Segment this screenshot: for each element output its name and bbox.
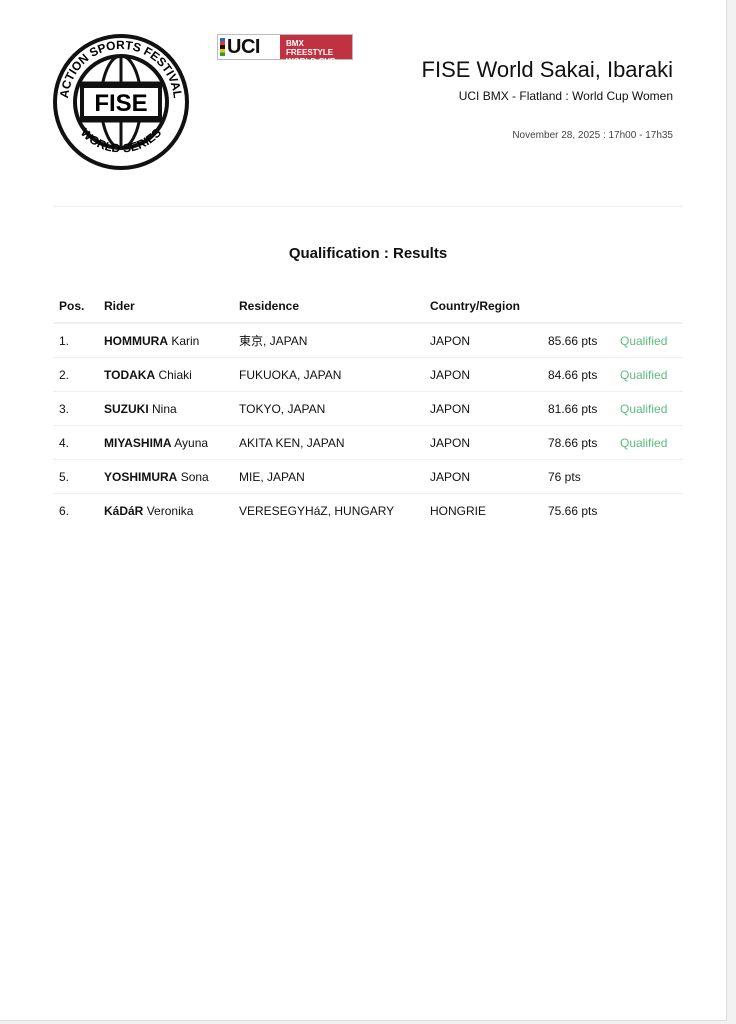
section-title: Qualification : Results (288, 245, 448, 262)
table-row: 6. KáDáR Veronika VERESEGYHáZ, HUNGARY H… (53, 494, 683, 528)
score: 84.66 pts (548, 357, 620, 392)
table-row: 3. SUZUKI Nina TOKYO, JAPAN JAPON 81.66 … (53, 391, 683, 426)
score: 75.66 pts (548, 503, 598, 518)
rider-name: MIYASHIMA Ayuna (104, 425, 239, 460)
table-row: 1. HOMMURA Karin 東京, JAPAN JAPON 85.66 p… (53, 323, 683, 358)
position: 6. (59, 503, 70, 518)
rider-name: TODAKA Chiaki (104, 357, 239, 392)
residence: VERESEGYHáZ, HUNGARY (239, 503, 395, 518)
rider-first-name: Ayuna (174, 435, 209, 450)
rider-first-name: Nina (152, 401, 177, 416)
country: JAPON (430, 459, 548, 494)
rider-last-name: KáDáR (104, 503, 144, 518)
country: JAPON (430, 425, 548, 460)
header-residence: Residence (239, 290, 430, 324)
rider-last-name: YOSHIMURA (104, 469, 178, 484)
header-pos: Pos. (53, 290, 104, 324)
position: 4. (53, 425, 104, 460)
rider-first-name: Karin (171, 333, 200, 348)
table-row: 4. MIYASHIMA Ayuna AKITA KEN, JAPAN JAPO… (53, 425, 683, 460)
status-badge: Qualified (620, 425, 683, 460)
country: HONGRIE (430, 503, 487, 518)
rider-last-name: MIYASHIMA (104, 435, 172, 450)
header-rider: Rider (104, 290, 239, 324)
rider-first-name: Sona (180, 469, 209, 484)
country: JAPON (430, 391, 548, 426)
position: 3. (53, 391, 104, 426)
score: 76 pts (548, 459, 620, 494)
rainbow-stripes-icon (220, 38, 225, 56)
results-table: Pos. Rider Residence Country/Region 1. H… (53, 290, 683, 527)
score: 78.66 pts (548, 425, 620, 460)
rider-name: YOSHIMURA Sona (104, 459, 239, 494)
table-row: 2. TODAKA Chiaki FUKUOKA, JAPAN JAPON 84… (53, 357, 683, 392)
event-subtitle: UCI BMX - Flatland : World Cup Women (458, 89, 673, 103)
rider-last-name: TODAKA (104, 367, 156, 382)
position: 1. (53, 323, 104, 358)
divider (53, 206, 683, 207)
residence: MIE, JAPAN (239, 459, 430, 494)
score: 85.66 pts (548, 323, 620, 358)
residence: TOKYO, JAPAN (239, 391, 430, 426)
event-title: FISE World Sakai, Ibaraki (421, 57, 673, 82)
event-date: November 28, 2025 : 17h00 - 17h35 (512, 130, 673, 141)
header-country: Country/Region (430, 290, 548, 324)
rider-last-name: HOMMURA (104, 333, 168, 348)
rider-first-name: Chiaki (158, 367, 192, 382)
table-row: 5. YOSHIMURA Sona MIE, JAPAN JAPON 76 pt… (53, 459, 683, 494)
rider-last-name: SUZUKI (104, 401, 149, 416)
status-badge: Qualified (620, 357, 683, 392)
rider-first-name: Veronika (146, 503, 194, 518)
rider-name: HOMMURA Karin (104, 323, 239, 358)
fise-world-series-logo: FISE ACTION SPORTS FESTIVAL WORLD SERIES (53, 34, 189, 170)
score: 81.66 pts (548, 391, 620, 426)
svg-text:FISE: FISE (94, 90, 147, 117)
position: 2. (53, 357, 104, 392)
status-badge: Qualified (620, 323, 683, 358)
table-header: Pos. Rider Residence Country/Region (53, 290, 683, 324)
residence: 東京, JAPAN (239, 323, 430, 358)
position: 5. (53, 459, 104, 494)
status-badge: Qualified (620, 391, 683, 426)
residence: AKITA KEN, JAPAN (239, 425, 430, 460)
residence: FUKUOKA, JAPAN (239, 357, 430, 392)
status-badge (620, 494, 683, 528)
country: JAPON (430, 357, 548, 392)
uci-bmx-freestyle-world-cup-logo: UCI BMX FREESTYLE WORLD CUP (217, 34, 353, 66)
rider-name: SUZUKI Nina (104, 391, 239, 426)
rider-name: KáDáR Veronika (104, 494, 239, 528)
country: JAPON (430, 323, 548, 358)
status-badge (620, 459, 683, 494)
